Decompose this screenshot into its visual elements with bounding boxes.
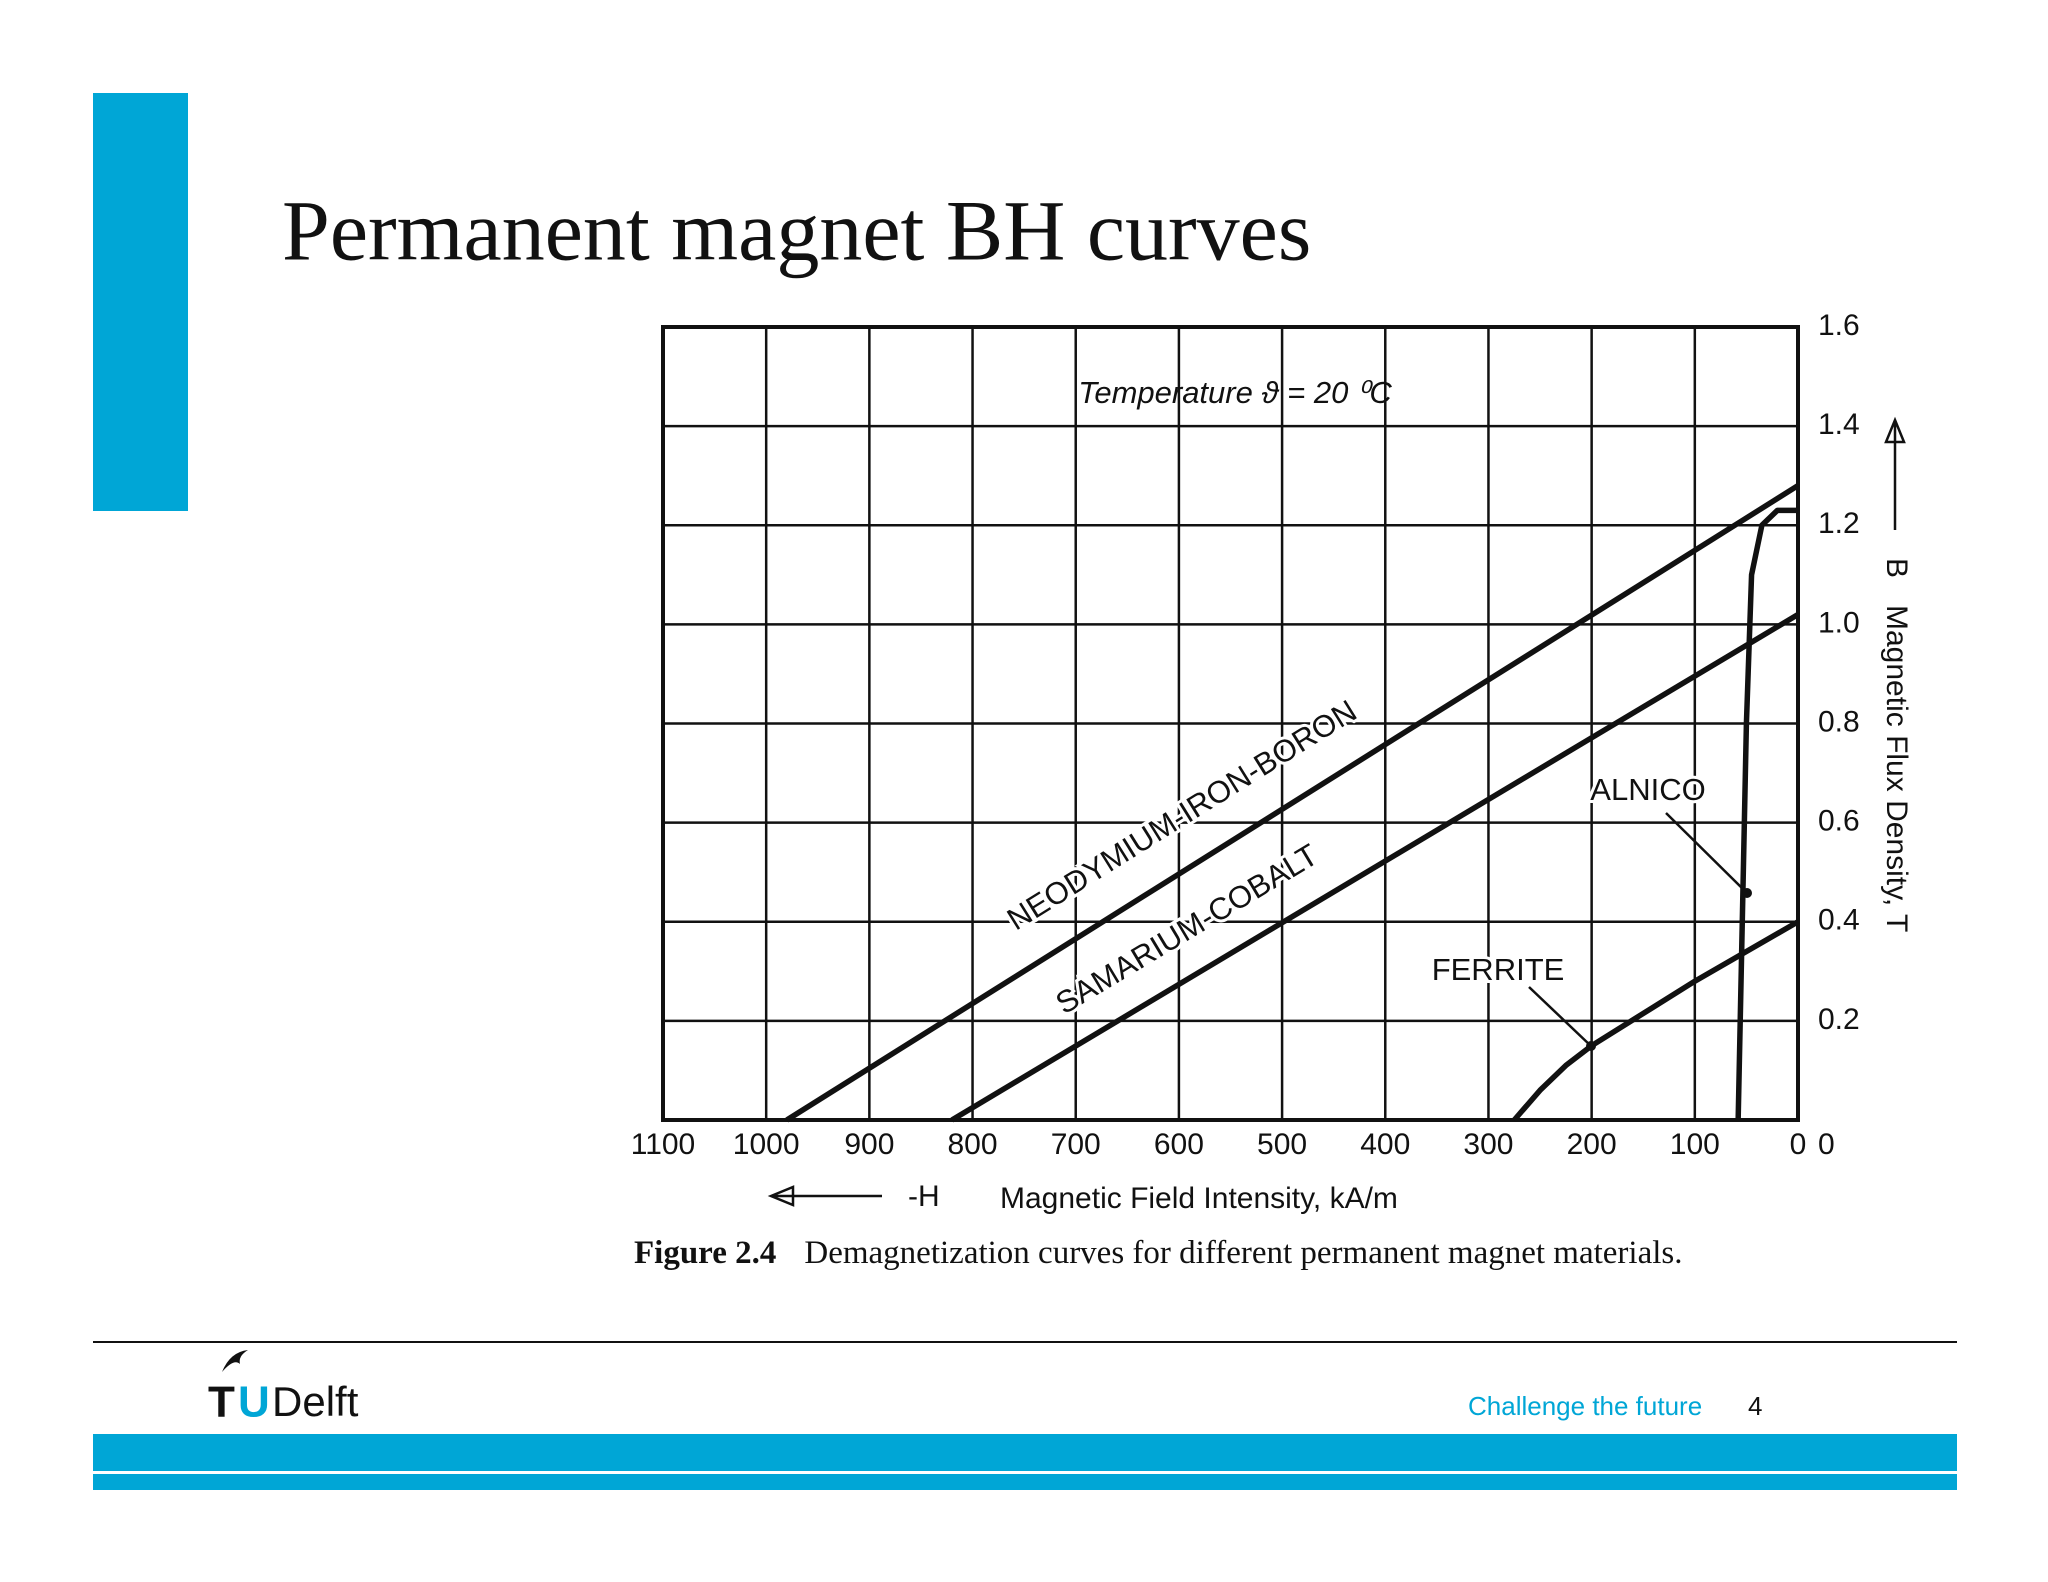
y-tick-label: 1.4 <box>1818 408 1860 441</box>
y-tick-label: 1.0 <box>1818 606 1860 639</box>
x-tick-label: 700 <box>1051 1128 1101 1161</box>
x-tick-label: 200 <box>1567 1128 1617 1161</box>
y-axis-symbol: B <box>1880 558 1913 578</box>
x-tick-label: 300 <box>1463 1128 1513 1161</box>
series-label: FERRITE <box>1432 952 1565 987</box>
leader-line <box>1665 812 1748 894</box>
x-tick-label: 100 <box>1670 1128 1720 1161</box>
logo-u: U <box>238 1378 270 1427</box>
footer-band <box>93 1434 1957 1471</box>
x-tick-label: 1000 <box>733 1128 800 1161</box>
series-label: NEODYMIUM-IRON-BORON <box>1001 693 1363 937</box>
logo-t: T <box>208 1378 235 1427</box>
y-tick-label: 0 <box>1818 1128 1835 1161</box>
x-tick-label: 400 <box>1360 1128 1410 1161</box>
x-tick-label: 0 <box>1790 1128 1807 1161</box>
y-tick-label: 0.6 <box>1818 805 1860 838</box>
x-tick-label: 900 <box>844 1128 894 1161</box>
annotation: Temperature ϑ = 20 ⁰C <box>1078 375 1392 410</box>
x-tick-label: 600 <box>1154 1128 1204 1161</box>
accent-bar <box>93 93 188 511</box>
x-tick-label: 1100 <box>631 1128 696 1161</box>
slide-title: Permanent magnet BH curves <box>282 183 1311 279</box>
y-axis-title: B Magnetic Flux Density, T <box>1880 416 1913 932</box>
series-line <box>1512 919 1800 1122</box>
y-tick-label: 1.6 <box>1818 309 1860 342</box>
caption-label: Figure 2.4 <box>634 1235 777 1271</box>
series-line <box>1735 507 1798 1121</box>
y-axis-label: Magnetic Flux Density, T <box>1880 605 1913 932</box>
leader-dot <box>1586 1041 1596 1051</box>
footer-text: Challenge the future <box>1468 1391 1702 1421</box>
y-tick-label: 0.8 <box>1818 705 1860 738</box>
footer-band-thin <box>93 1474 1957 1490</box>
series-label: ALNICO <box>1590 772 1705 807</box>
y-tick-label: 0.4 <box>1818 904 1860 937</box>
y-tick-label: 1.2 <box>1818 507 1860 540</box>
leader-dot <box>1742 888 1752 898</box>
caption-text: Demagnetization curves for different per… <box>804 1235 1683 1271</box>
x-axis-symbol: -H <box>908 1180 940 1213</box>
x-axis-label: Magnetic Field Intensity, kA/m <box>1000 1182 1398 1215</box>
caption: Figure 2.4 Demagnetization curves for dif… <box>634 1232 1917 1274</box>
x-tick-label: 800 <box>948 1128 998 1161</box>
logo-delft: Delft <box>272 1378 359 1425</box>
x-tick-label: 500 <box>1257 1128 1307 1161</box>
series-line <box>785 483 1800 1123</box>
plot-frame <box>661 325 1800 1122</box>
y-tick-label: 0.2 <box>1818 1003 1860 1036</box>
x-axis-arrow <box>767 1185 882 1207</box>
logo-flame <box>222 1350 248 1372</box>
leader-line <box>1528 986 1592 1047</box>
y-axis-arrow <box>1884 416 1906 530</box>
page-number: 4 <box>1748 1391 1762 1421</box>
chart: 1100 1000 900 800 700 600 500 400 300 200 100 0 00.2… <box>631 309 1913 1215</box>
series-line <box>950 612 1800 1123</box>
